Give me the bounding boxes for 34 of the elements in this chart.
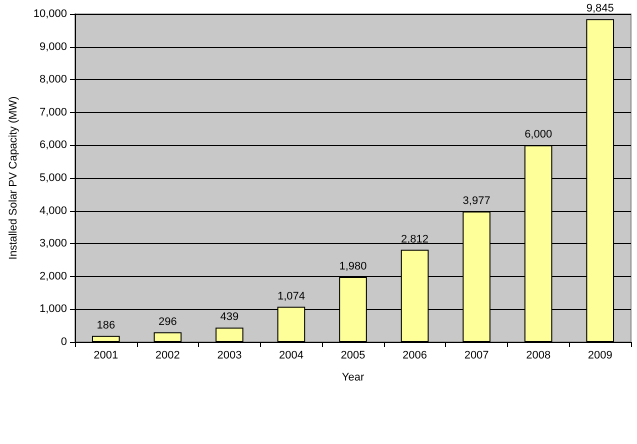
bar [154,332,182,342]
bar [216,328,244,342]
bar [92,336,120,342]
x-tick-label: 2009 [588,350,612,362]
x-tick-label: 2004 [278,350,304,362]
x-tick-label: 2002 [155,350,180,362]
x-tick-label: 2008 [526,350,551,362]
data-label: 3,977 [462,195,490,208]
y-tick-label: 10,000 [33,8,67,20]
y-tick-label: 7,000 [39,106,67,118]
x-tick-label: 2007 [464,350,489,362]
y-axis-title: Installed Solar PV Capacity (MW) [8,96,20,260]
y-tick-label: 8,000 [39,74,67,86]
y-tick-label: 9,000 [39,40,67,53]
y-tick-label: 2,000 [39,270,67,282]
data-label: 186 [96,319,116,332]
data-label: 6,000 [524,128,552,141]
x-axis-title: Year [342,372,364,384]
y-tick-label: 4,000 [39,204,67,217]
data-label: 1,980 [339,260,367,273]
y-tick-label: 0 [60,336,67,348]
y-tick-label: 5,000 [39,172,67,184]
data-label: 9,845 [586,2,614,15]
x-tick-label: 2003 [217,350,242,362]
x-tick-label: 2006 [402,350,428,362]
y-tick-label: 3,000 [39,238,67,250]
data-label: 2,812 [401,233,429,246]
data-label: 1,074 [277,290,305,302]
y-tick-label: 6,000 [39,139,67,152]
data-label: 296 [158,316,177,328]
y-tick-label: 1,000 [39,303,67,316]
data-label: 439 [220,311,239,324]
x-tick-label: 2001 [94,350,118,362]
x-tick-label: 2005 [340,350,366,362]
